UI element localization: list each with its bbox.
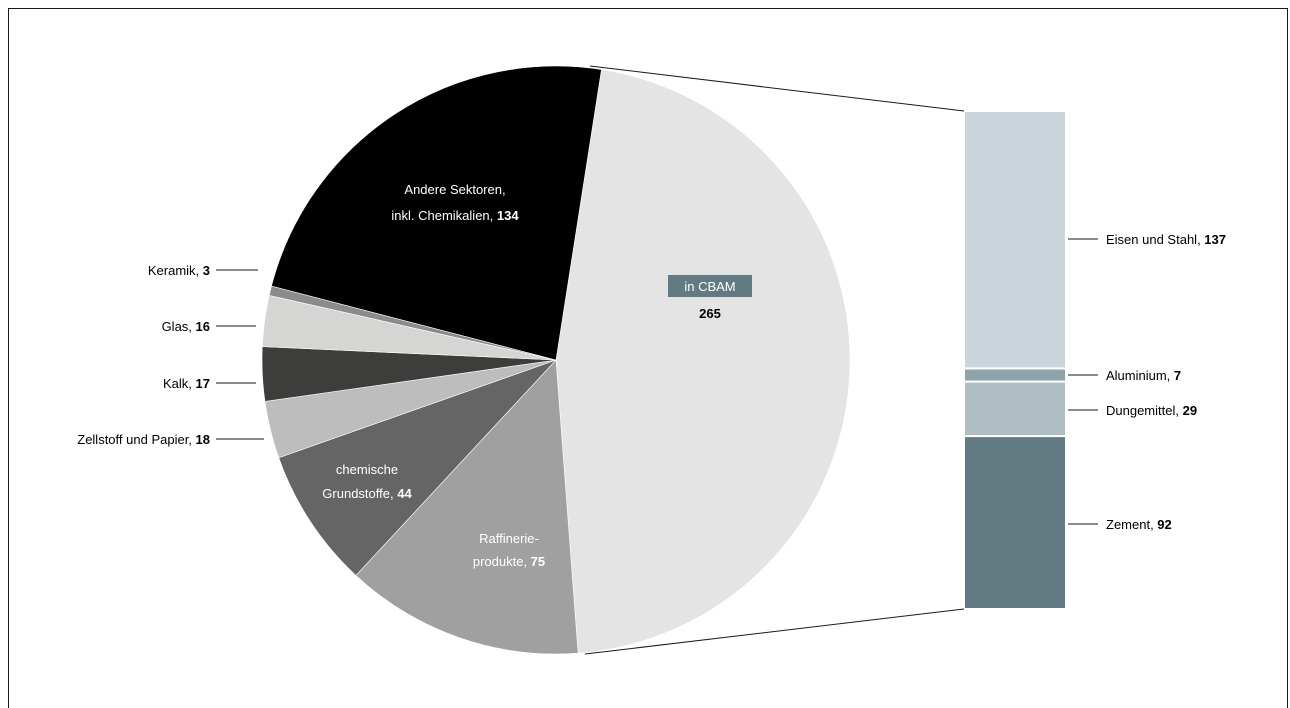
label-raffinerie: Raffinerie- produkte, 75 xyxy=(473,531,545,569)
label-zement: Zement, 92 xyxy=(1068,517,1172,532)
label-eisen-und-stahl: Eisen und Stahl, 137 xyxy=(1068,232,1226,247)
label-zellstoff: Zellstoff und Papier, 18 xyxy=(77,432,264,447)
svg-text:Zement, 92: Zement, 92 xyxy=(1106,517,1172,532)
label-aluminium: Aluminium, 7 xyxy=(1068,368,1181,383)
svg-text:Eisen und Stahl, 137: Eisen und Stahl, 137 xyxy=(1106,232,1226,247)
svg-text:Aluminium, 7: Aluminium, 7 xyxy=(1106,368,1181,383)
bar-segment-dungemittel xyxy=(963,380,1067,438)
svg-text:Dungemittel, 29: Dungemittel, 29 xyxy=(1106,403,1197,418)
svg-text:Glas, 16: Glas, 16 xyxy=(162,319,210,334)
label-keramik: Keramik, 3 xyxy=(148,263,258,278)
svg-text:Keramik, 3: Keramik, 3 xyxy=(148,263,210,278)
pie-slice-raffinerie-produkte xyxy=(355,359,579,655)
svg-text:Grundstoffe, 44: Grundstoffe, 44 xyxy=(322,486,412,501)
cbam-total: 265 xyxy=(699,306,721,321)
bar-segment-aluminium xyxy=(963,367,1067,383)
label-chemische-grundstoffe: chemische Grundstoffe, 44 xyxy=(322,462,412,501)
svg-text:Andere Sektoren,: Andere Sektoren, xyxy=(404,182,505,197)
cbam-badge xyxy=(668,275,752,297)
pie-slice-in-cbam xyxy=(555,69,851,654)
svg-text:inkl. Chemikalien, 134: inkl. Chemikalien, 134 xyxy=(391,208,519,223)
connector-top xyxy=(589,65,965,112)
label-dungemittel: Dungemittel, 29 xyxy=(1068,403,1197,418)
svg-text:Raffinerie-: Raffinerie- xyxy=(479,531,539,546)
label-glas: Glas, 16 xyxy=(162,319,256,334)
svg-text:chemische: chemische xyxy=(336,462,398,477)
pie-slice-andere-sektoren-inkl-chemikalien xyxy=(271,65,602,361)
bar-segment-zement xyxy=(963,435,1067,610)
svg-text:Zellstoff und Papier, 18: Zellstoff und Papier, 18 xyxy=(77,432,210,447)
pie-slice-chemische-grundstoffe xyxy=(278,359,557,576)
chart-frame xyxy=(8,8,1288,708)
label-kalk: Kalk, 17 xyxy=(163,376,256,391)
connector-bottom xyxy=(584,608,965,655)
pie-slices xyxy=(261,65,851,655)
label-andere-sektoren: Andere Sektoren, inkl. Chemikalien, 134 xyxy=(391,182,519,223)
cbam-badge-label: in CBAM xyxy=(684,279,735,294)
svg-text:Kalk, 17: Kalk, 17 xyxy=(163,376,210,391)
svg-text:produkte, 75: produkte, 75 xyxy=(473,554,545,569)
bar-segment-eisen-und-stahl xyxy=(963,110,1067,370)
cbam-stacked-bar xyxy=(963,110,1067,610)
